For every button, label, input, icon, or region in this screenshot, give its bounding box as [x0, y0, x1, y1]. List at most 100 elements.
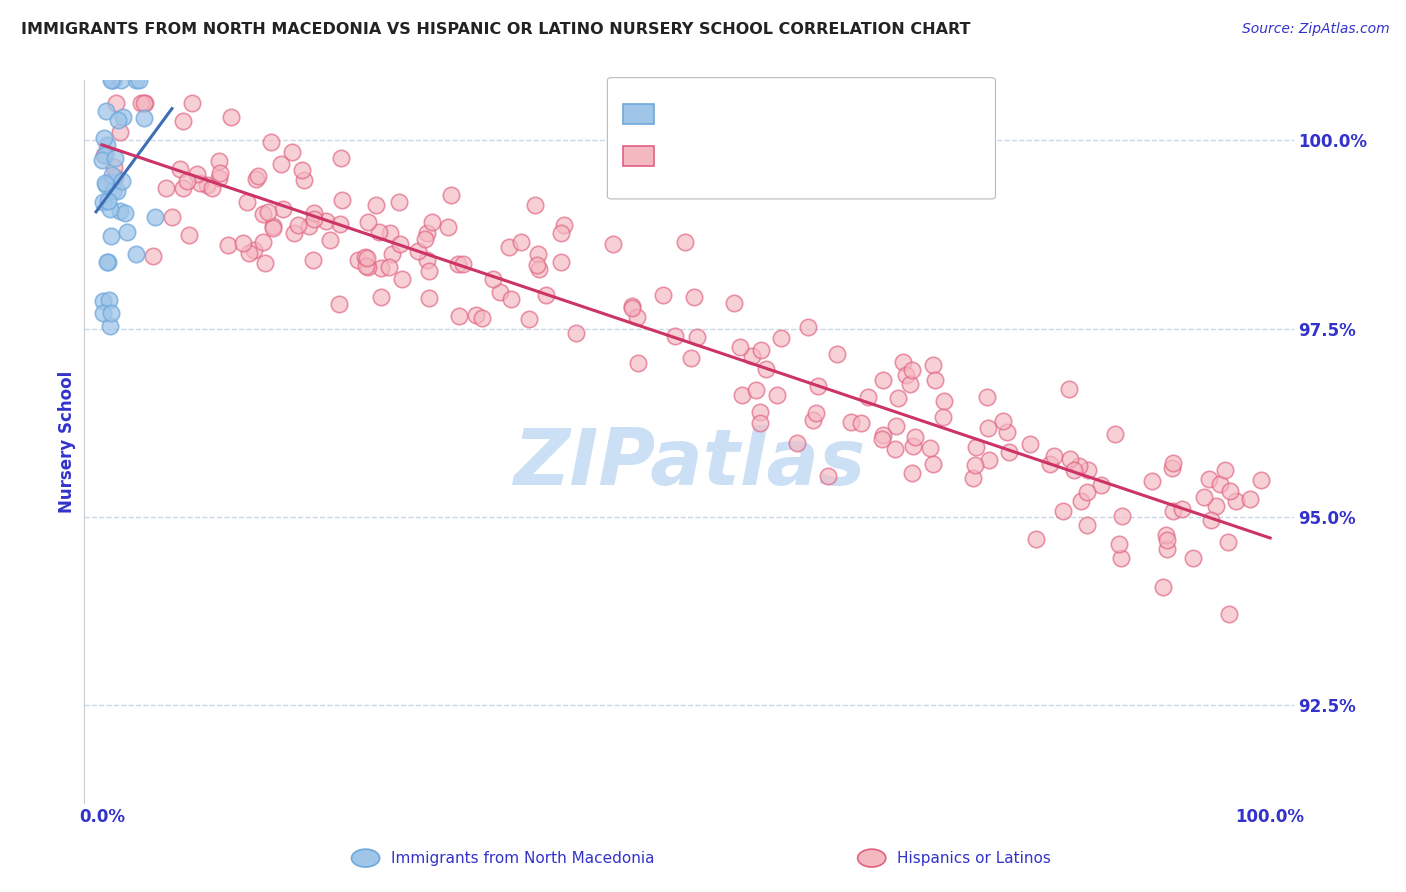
Text: Hispanics or Latinos: Hispanics or Latinos [897, 851, 1050, 865]
Point [252, 207, 274, 221]
Point [786, 436, 808, 450]
Point [124, 73, 146, 87]
Point [1225, 493, 1247, 508]
Point [673, 235, 696, 250]
Point [1192, 490, 1215, 504]
Point [769, 331, 792, 345]
Point [172, 114, 194, 128]
Point [107, 112, 129, 127]
Point [329, 217, 352, 231]
Point [1209, 476, 1232, 491]
Point [357, 260, 380, 274]
Point [221, 110, 243, 124]
Point [894, 368, 917, 382]
Point [1077, 463, 1099, 477]
Point [406, 244, 429, 258]
Point [550, 226, 572, 240]
Point [1181, 551, 1204, 566]
Point [872, 428, 894, 442]
Point [1052, 504, 1074, 518]
Point [128, 73, 150, 87]
Point [354, 259, 377, 273]
Point [991, 414, 1014, 428]
Point [91, 153, 114, 167]
Point [1198, 472, 1220, 486]
Point [420, 215, 443, 229]
Point [101, 168, 124, 182]
Point [922, 457, 945, 471]
Point [172, 181, 194, 195]
Point [681, 351, 703, 365]
Point [884, 419, 907, 434]
Point [901, 467, 924, 481]
Point [801, 412, 824, 426]
Point [418, 264, 440, 278]
Point [201, 181, 224, 195]
Point [1070, 494, 1092, 508]
Point [1205, 500, 1227, 514]
Point [1156, 533, 1178, 548]
Point [482, 272, 505, 286]
Text: Immigrants from North Macedonia: Immigrants from North Macedonia [391, 851, 654, 865]
Point [243, 243, 266, 257]
Text: Source: ZipAtlas.com: Source: ZipAtlas.com [1241, 22, 1389, 37]
Text: -0.855: -0.855 [717, 147, 782, 165]
Point [302, 253, 325, 268]
Point [330, 194, 353, 208]
Point [998, 445, 1021, 459]
Point [510, 235, 533, 249]
Point [749, 416, 772, 430]
Point [94, 176, 117, 190]
Point [749, 405, 772, 419]
Point [447, 310, 470, 324]
Point [565, 326, 588, 340]
Point [208, 166, 231, 180]
Point [1170, 501, 1192, 516]
Point [110, 73, 132, 87]
Point [319, 233, 342, 247]
Point [186, 167, 208, 181]
Point [903, 439, 925, 453]
Y-axis label: Nursery School: Nursery School [58, 370, 76, 513]
Point [418, 291, 440, 305]
Point [602, 237, 624, 252]
Point [886, 391, 908, 405]
Point [354, 250, 377, 264]
Point [437, 220, 460, 235]
Point [498, 240, 520, 254]
Point [104, 95, 127, 110]
Point [94, 147, 117, 161]
Point [817, 468, 839, 483]
Point [98, 318, 121, 333]
Point [891, 355, 914, 369]
Point [105, 184, 128, 198]
Point [796, 319, 818, 334]
Point [553, 218, 575, 232]
Point [381, 247, 404, 261]
Text: R =: R = [665, 147, 702, 165]
Text: ZIPatlas: ZIPatlas [513, 425, 865, 501]
Point [741, 349, 763, 363]
Point [262, 219, 284, 233]
Point [302, 206, 325, 220]
Point [825, 347, 848, 361]
Point [131, 95, 153, 110]
Point [368, 226, 391, 240]
Text: 201: 201 [839, 147, 877, 165]
Point [117, 226, 139, 240]
Point [620, 299, 643, 313]
Point [1216, 535, 1239, 549]
Point [904, 430, 927, 444]
Point [281, 145, 304, 159]
Point [195, 178, 218, 193]
Point [262, 220, 284, 235]
Point [108, 125, 131, 139]
Point [1076, 517, 1098, 532]
Text: 38: 38 [839, 105, 865, 123]
Point [1043, 449, 1066, 463]
Point [1161, 460, 1184, 475]
Point [1076, 485, 1098, 500]
Point [100, 175, 122, 189]
Point [1218, 607, 1240, 621]
Point [898, 377, 921, 392]
